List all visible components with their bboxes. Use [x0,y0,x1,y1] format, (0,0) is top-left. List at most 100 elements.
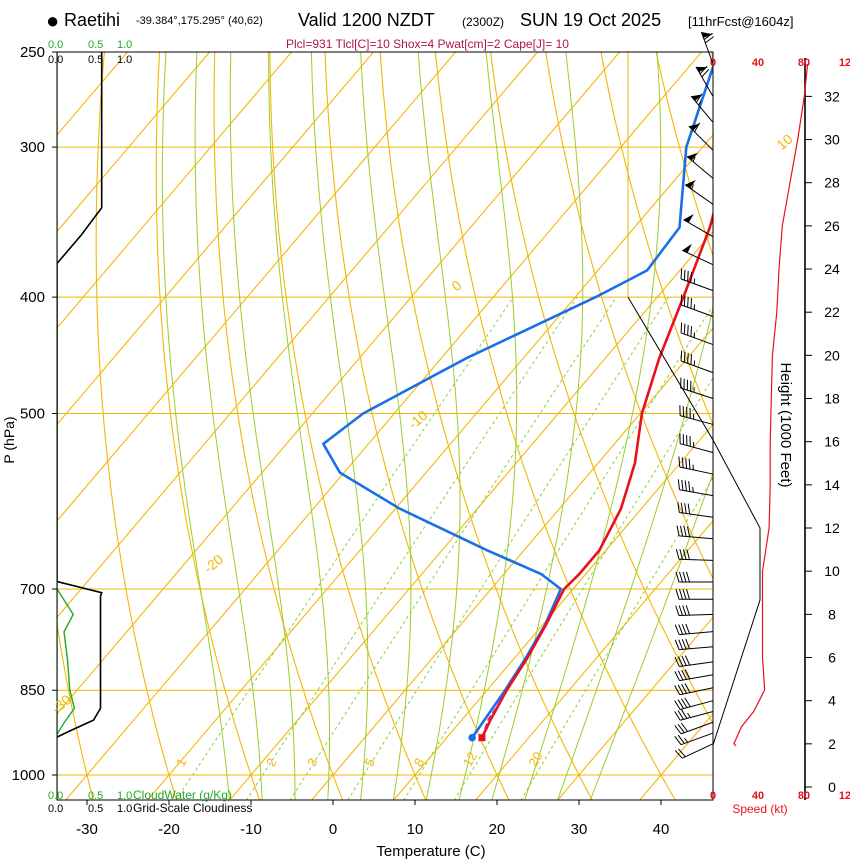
mixing-ratio-label: 2 [263,755,280,769]
station-coordinates: -39.384°,175.295° (40,62) [136,15,263,27]
isotherm-line [57,52,211,233]
wind-barb-feather [695,93,703,103]
forecast-info: [11hrFcst@1604z] [688,14,794,29]
mixing-ratio-label: 20 [525,749,545,769]
moist-adiabat-line [524,52,662,800]
moist-adiabat-line [417,52,461,800]
cloudwater-label: CloudWater (g/Kg) [133,788,232,802]
height-tick-label: 2 [828,736,836,752]
wind-barb [680,332,714,346]
wind-barb-feather [684,503,687,514]
dry-adiabat-line [545,52,713,580]
wind-barb-feather [683,526,687,537]
wind-barb-half-feather [691,184,694,190]
isotherm-line [311,327,713,800]
pressure-tick-label: 500 [20,406,45,423]
valid-time-utc: (2300Z) [462,15,505,29]
height-tick-label: 0 [828,779,836,795]
height-tick-label: 28 [824,175,840,191]
pressure-tick-label: 300 [20,139,45,156]
wind-barb-feather [685,638,691,649]
dry-adiabat-line [842,0,850,805]
cloudwater-tick-top: 1.0 [117,39,132,51]
wind-speed-line [733,63,809,747]
wind-barb-pennant [682,243,692,253]
x-axis-label: Temperature (C) [376,843,485,860]
wind-barb-feather [681,709,688,719]
isotherm-label: -20 [200,551,226,576]
mixing-ratio-line [245,296,578,800]
wind-barb-feather [677,656,684,667]
dry-adiabat-line [490,52,713,725]
wind-barb-feather [680,722,689,732]
wind-barb-feather [680,502,684,514]
moist-adiabat-line [194,52,263,800]
isotherm-line [147,134,713,800]
wind-barb-feather [674,624,680,635]
wind-barb-feather [684,480,687,492]
speed-tick-bottom: 40 [752,790,764,802]
wind-barb [679,674,714,682]
height-tick-label: 8 [828,606,836,622]
pressure-tick-label: 400 [20,289,45,306]
cloudiness-tick-bottom: 1.0 [117,803,132,815]
wind-barb-feather [686,526,691,537]
wind-barb-half-feather [698,100,702,106]
temperature-line [480,210,713,739]
height-axis-label: Height (1000 Feet) [777,362,794,487]
wind-barb-feather [675,605,680,616]
dewpoint-line [321,62,713,739]
valid-date: SUN 19 Oct 2025 [520,10,662,30]
cloudiness-tick-top: 0.0 [48,54,63,66]
wind-barb-feather [682,549,687,560]
cloudwater-tick-bottom: 0.5 [88,790,103,802]
pressure-tick-label: 700 [20,581,45,598]
isotherm-line [57,52,539,619]
wind-barb-feather [688,458,691,470]
speed-tick-bottom: 12 [839,790,850,802]
speed-tick-bottom: 0 [710,790,716,802]
speed-tick-bottom: 80 [798,790,810,802]
wind-barb-feather [676,525,680,536]
wind-barb-feather [690,272,693,283]
mixing-ratio-line [520,476,713,800]
isotherm-line [229,230,713,800]
wind-barb-feather [686,589,690,600]
wind-barb-feather [674,700,681,710]
wind-barb-feather [679,549,684,560]
wind-barb-feather [681,698,688,708]
wind-barb-feather [674,725,682,735]
wind-barb-feather [674,750,683,759]
isotherm-line [57,52,621,715]
height-tick-label: 18 [824,391,840,407]
wind-barb [679,631,714,636]
axis-labels: 100-10-20-300102030123581220-30-20-10010… [1,39,796,860]
wind-barb-feather [683,323,686,335]
temperature-tick-label: -10 [240,821,262,838]
temperature-tick-label: 10 [407,821,424,838]
wind-barb-feather [677,699,684,709]
speed-tick-top: 40 [752,57,764,69]
wind-barb-pennant [688,123,701,131]
wind-barb-feather [678,456,681,468]
cloudiness-tick-bottom: 0.0 [48,803,63,815]
wind-barb-feather [680,294,683,305]
moist-adiabat-line [589,472,713,800]
wind-barb [679,687,714,696]
wind-barb-feather [684,655,691,666]
wind-barb-feather [677,684,684,695]
wind-barb-feather [690,326,693,337]
wind-barb [679,511,714,518]
wind-barb-pennant [691,94,703,101]
wind-barb-feather [705,36,714,44]
speed-axis-label: Speed (kt) [732,802,787,816]
thermodynamic-grid [57,0,850,805]
wind-barb [680,443,714,453]
wind-barb-feather [684,669,691,680]
wind-barb-feather [688,481,691,492]
wind-barb [683,219,714,238]
wind-barb-feather [674,711,681,721]
isotherm-label: 10 [773,130,795,152]
wind-barb-feather [686,571,690,583]
